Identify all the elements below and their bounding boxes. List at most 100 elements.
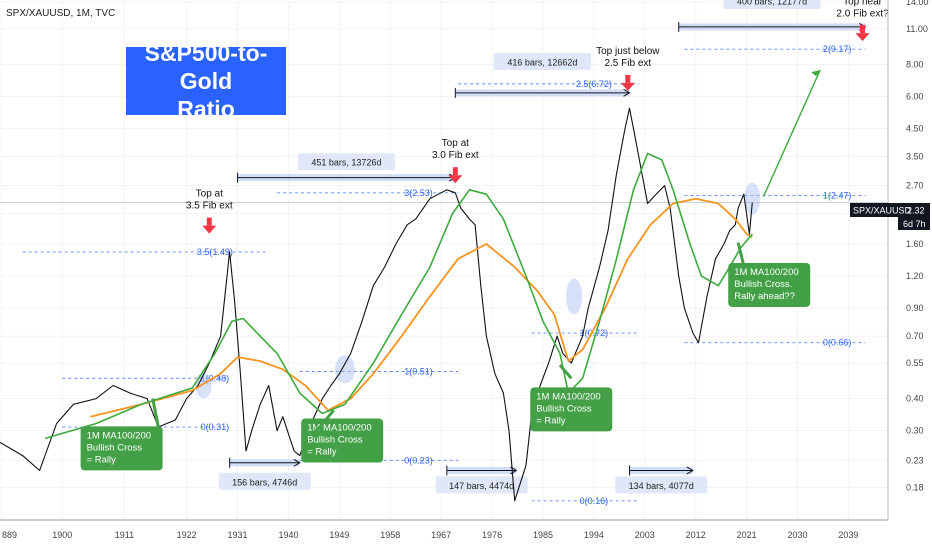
range-label-2: 400 bars, 12177d: [737, 0, 807, 7]
x-tick-label-7: 1958: [380, 530, 400, 540]
note-3-line-0: 1M MA100/200: [734, 267, 798, 278]
range-arrowhead-3: [293, 458, 301, 467]
annotation-text-3: 3.0 Fib ext: [432, 150, 479, 161]
range-label-4: 147 bars, 4474d: [449, 481, 514, 491]
note-box-3: [728, 262, 811, 307]
note-2-line-2: = Rally: [536, 415, 566, 426]
y-tick-label-1: 0.23: [906, 455, 924, 465]
annotation-text-4: Top just below: [596, 46, 660, 57]
ma200-line: [44, 152, 753, 440]
y-tick-label-5: 0.70: [906, 331, 924, 341]
note-2-line-1: Bullish Cross: [536, 403, 592, 414]
range-label-3: 156 bars, 4746d: [232, 477, 297, 487]
x-tick-label-11: 1994: [584, 530, 604, 540]
fib-label-11: 0(0.66): [823, 338, 852, 348]
fib-label-3: 3(2.53): [404, 188, 433, 198]
note-3-line-2: Rally ahead??: [734, 291, 795, 302]
y-tick-label-12: 4.50: [906, 124, 924, 134]
note-0-line-1: Bullish Cross: [87, 442, 143, 453]
range-label-box-2: [723, 0, 821, 9]
range-arrowhead-5: [686, 466, 694, 475]
projection-arrow: [762, 69, 821, 197]
y-tick-label-11: 3.50: [906, 152, 924, 162]
fib-label-10: 1(2.47): [823, 191, 852, 201]
price-tag-value: 2.32: [907, 206, 925, 216]
y-tick-label-13: 6.00: [906, 92, 924, 102]
price-line: [0, 107, 753, 502]
highlight-circle-2: [566, 278, 583, 315]
x-tick-label-12: 2003: [635, 530, 655, 540]
highlight-circle-1: [335, 355, 356, 384]
range-label-5: 134 bars, 4077d: [629, 481, 694, 491]
x-tick-label-14: 2021: [737, 530, 757, 540]
range-label-box-4: [435, 476, 528, 494]
projection-line: [762, 69, 821, 197]
annotation-text-7: 2.0 Fib ext?: [836, 8, 889, 19]
range-label-1: 416 bars, 12662d: [507, 58, 577, 68]
ma100-line: [90, 197, 753, 418]
y-tick-label-15: 11.00: [906, 24, 928, 34]
note-pointer-3: [736, 242, 746, 266]
fib-label-1: 1(0.48): [201, 373, 230, 383]
x-tick-label-5: 1940: [278, 530, 298, 540]
annotation-text-2: Top at: [442, 138, 469, 149]
range-label-box-0: [297, 153, 396, 171]
annotation-text-6: Top near: [843, 0, 883, 7]
y-tick-label-7: 1.20: [906, 271, 924, 281]
highlight-circle-0: [195, 372, 212, 399]
annotation-text-1: 3.5 Fib ext: [186, 200, 233, 211]
fib-label-6: 2.5(6.72): [576, 79, 612, 89]
x-tick-label-15: 2030: [787, 530, 807, 540]
note-2-line-0: 1M MA100/200: [536, 391, 600, 402]
x-tick-label-10: 1985: [533, 530, 553, 540]
fib-label-7: 1(0.72): [580, 328, 609, 338]
x-tick-label-4: 1931: [228, 530, 248, 540]
note-3-line-1: Bullish Cross.: [734, 279, 792, 290]
fib-label-5: 0(0.23): [404, 455, 433, 465]
red-arrow-stem-2: [625, 74, 631, 83]
price-tag-box: [850, 203, 930, 217]
x-tick-label-3: 1922: [177, 530, 197, 540]
x-tick-label-9: 1976: [482, 530, 502, 540]
x-tick-label-1: 1900: [52, 530, 72, 540]
note-0-line-0: 1M MA100/200: [87, 430, 151, 441]
bar-ranges: 451 bars, 13726d 416 bars, 12662d 400 bars…: [218, 0, 867, 494]
y-tick-label-10: 2.70: [906, 181, 924, 191]
price-tag: SPX/XAUUSD 2.32 6d 7h: [850, 203, 930, 230]
x-tick-label-16: 2039: [838, 530, 858, 540]
x-tick-label-2: 1911: [115, 530, 134, 540]
annotation-text-5: 2.5 Fib ext: [604, 58, 651, 69]
x-tick-label-8: 1967: [431, 530, 451, 540]
x-tick-label-6: 1949: [329, 530, 349, 540]
title-box: S&P500-to-Gold Ratio: [126, 40, 286, 122]
y-tick-label-6: 0.90: [906, 303, 924, 313]
annotation-text-0: Top at: [196, 188, 223, 199]
y-tick-label-14: 8.00: [906, 59, 924, 69]
note-1-line-1: Bullish Cross: [307, 435, 363, 446]
y-tick-label-3: 0.40: [906, 394, 924, 404]
red-arrow-stem-0: [206, 217, 212, 226]
red-arrow-head-2: [620, 82, 635, 91]
note-box-0: [80, 426, 163, 471]
note-pointer-1: [315, 409, 335, 432]
x-tick-label-13: 2012: [686, 530, 706, 540]
chart-header: SPX/XAUUSD, 1M, TVC: [6, 8, 116, 19]
title-line-2: Ratio: [177, 96, 235, 122]
y-tick-label-16: 14.00: [906, 0, 929, 7]
x-tick-label-0: 889: [2, 530, 17, 540]
price-tag-countdown: 6d 7h: [903, 219, 926, 229]
note-0-line-2: = Rally: [87, 454, 117, 465]
red-arrow-stem-3: [860, 25, 866, 34]
fib-label-8: 0(0.16): [580, 496, 609, 506]
x-axis: 889 1900 1911 1922 1931 1940 1949 1958 1967 1976 1…: [2, 530, 858, 540]
highlight-circle-3: [744, 182, 761, 215]
range-arrowhead-1: [623, 88, 631, 97]
range-label-box-1: [493, 53, 592, 71]
y-tick-label-0: 0.18: [906, 483, 924, 493]
countdown-box: [898, 217, 930, 230]
fib-label-9: 2(9.17): [823, 44, 852, 54]
note-pointer-0: [151, 398, 160, 428]
y-tick-label-4: 0.55: [906, 358, 924, 368]
